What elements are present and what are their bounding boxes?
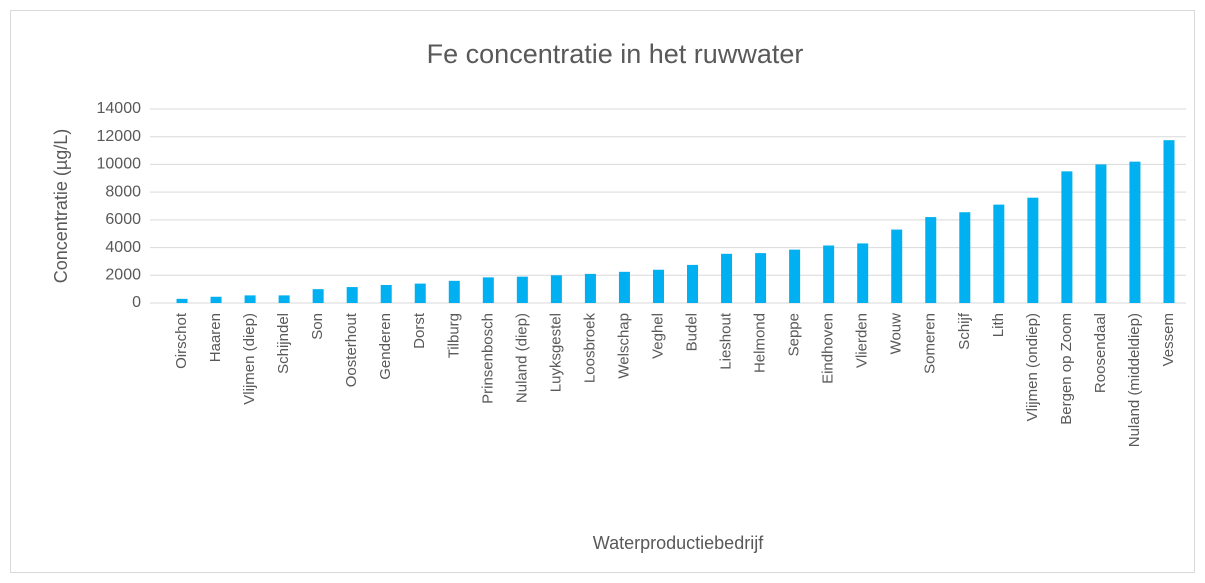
x-tick-label: Vlijmen (diep) bbox=[241, 313, 258, 405]
y-tick-label: 12000 bbox=[97, 128, 142, 145]
bar bbox=[1163, 140, 1175, 303]
x-tick-label: Veghel bbox=[649, 313, 666, 359]
y-tick-label: 2000 bbox=[105, 267, 141, 284]
bar bbox=[550, 275, 562, 303]
bar bbox=[789, 249, 801, 303]
bar bbox=[312, 289, 324, 303]
bar bbox=[652, 269, 664, 303]
x-tick-label: Vlierden bbox=[854, 313, 871, 368]
bar bbox=[755, 253, 767, 303]
bar bbox=[448, 280, 460, 303]
x-tick-label: Bergen op Zoom bbox=[1058, 313, 1075, 425]
x-tick-label: Vlijmen (ondiep) bbox=[1024, 313, 1041, 421]
x-tick-label: Nuland (middeldiep) bbox=[1126, 313, 1143, 447]
bar bbox=[244, 295, 256, 303]
bar bbox=[176, 298, 188, 303]
bar bbox=[959, 212, 971, 303]
x-tick-label: Welschap bbox=[615, 313, 632, 379]
x-axis-label: Waterproductiebedrijf bbox=[593, 533, 764, 553]
x-tick-label: Schijndel bbox=[275, 313, 292, 374]
x-tick-label: Vessem bbox=[1160, 313, 1177, 366]
x-tick-label: Budel bbox=[683, 313, 700, 351]
x-tick-label: Lith bbox=[990, 313, 1007, 337]
bar bbox=[278, 295, 290, 303]
bar bbox=[823, 245, 835, 303]
bar bbox=[210, 296, 222, 303]
y-tick-label: 4000 bbox=[105, 239, 141, 256]
bar bbox=[1061, 171, 1073, 303]
x-tick-label: Prinsenbosch bbox=[479, 313, 496, 404]
bar bbox=[891, 229, 903, 303]
x-tick-label: Helmond bbox=[752, 313, 769, 373]
x-tick-label: Luyksgestel bbox=[547, 313, 564, 392]
bar bbox=[1027, 197, 1039, 303]
y-tick-label: 8000 bbox=[105, 183, 141, 200]
x-tick-label: Haaren bbox=[207, 313, 224, 362]
bar bbox=[414, 283, 426, 303]
x-tick-label: Tilburg bbox=[445, 313, 462, 358]
x-tick-label: Oirschot bbox=[173, 312, 190, 369]
x-tick-label: Son bbox=[309, 313, 326, 340]
x-tick-label: Someren bbox=[922, 313, 939, 374]
bar bbox=[1129, 161, 1141, 303]
bar bbox=[687, 264, 699, 303]
y-axis-label: Concentratie (µg/L) bbox=[51, 129, 71, 283]
bar bbox=[380, 284, 392, 303]
bar bbox=[346, 287, 358, 303]
bar bbox=[925, 217, 937, 303]
x-tick-label: Nuland (diep) bbox=[513, 313, 530, 403]
bar bbox=[516, 276, 528, 303]
bar bbox=[618, 271, 630, 303]
x-tick-label: Seppe bbox=[786, 313, 803, 356]
bar bbox=[584, 273, 596, 303]
bar bbox=[721, 253, 733, 303]
x-tick-label: Wouw bbox=[888, 313, 905, 355]
x-tick-label: Lieshout bbox=[718, 312, 735, 370]
chart-title: Fe concentratie in het ruwwater bbox=[427, 39, 804, 69]
y-tick-label: 0 bbox=[132, 294, 141, 311]
x-tick-label: Roosendaal bbox=[1092, 313, 1109, 393]
y-tick-label: 14000 bbox=[97, 100, 142, 117]
x-tick-label: Loosbroek bbox=[581, 313, 598, 384]
y-tick-label: 6000 bbox=[105, 211, 141, 228]
x-tick-label: Schijf bbox=[956, 312, 973, 350]
bar bbox=[1095, 164, 1107, 303]
chart-frame bbox=[10, 10, 1195, 573]
bar bbox=[857, 243, 869, 303]
x-tick-label: Eindhoven bbox=[820, 313, 837, 384]
y-tick-label: 10000 bbox=[97, 156, 142, 173]
x-tick-label: Genderen bbox=[377, 313, 394, 380]
x-tick-label: Oosterhout bbox=[343, 312, 360, 387]
bar bbox=[993, 204, 1005, 303]
bar bbox=[482, 277, 494, 303]
x-tick-label: Dorst bbox=[411, 312, 428, 349]
